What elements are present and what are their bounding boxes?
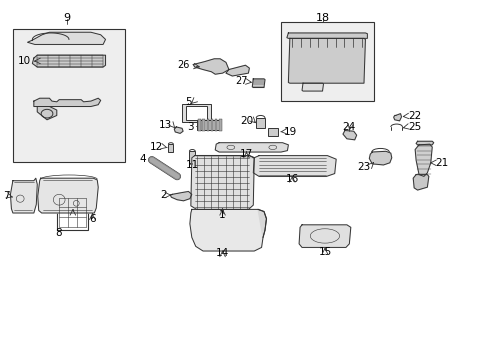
Text: 27: 27 [234, 76, 247, 86]
Polygon shape [170, 192, 191, 201]
Polygon shape [196, 156, 254, 158]
Polygon shape [253, 156, 335, 176]
Polygon shape [258, 210, 266, 237]
Polygon shape [302, 83, 323, 91]
Polygon shape [32, 55, 105, 67]
Polygon shape [27, 32, 105, 44]
Bar [215, 119, 217, 131]
Polygon shape [34, 98, 101, 107]
Polygon shape [37, 107, 57, 120]
Text: 12: 12 [150, 141, 163, 152]
Polygon shape [415, 141, 433, 145]
Bar [168, 144, 173, 152]
Polygon shape [342, 131, 356, 140]
Text: 25: 25 [407, 122, 420, 132]
Text: 4: 4 [139, 154, 146, 164]
Bar [182, 104, 211, 122]
Polygon shape [412, 175, 428, 190]
Text: 1: 1 [219, 210, 225, 220]
Polygon shape [38, 178, 98, 213]
Text: 6: 6 [89, 215, 96, 224]
Polygon shape [299, 225, 350, 247]
Bar [202, 119, 204, 131]
Text: 15: 15 [318, 247, 331, 257]
Text: 26: 26 [177, 60, 189, 70]
Bar [219, 119, 221, 131]
Polygon shape [190, 156, 254, 210]
Bar [281, 22, 373, 101]
Text: 9: 9 [63, 13, 70, 23]
Polygon shape [189, 210, 266, 251]
Polygon shape [10, 178, 37, 213]
Bar [57, 194, 88, 230]
Polygon shape [174, 127, 183, 134]
Bar [189, 151, 195, 163]
Text: 20: 20 [240, 116, 253, 126]
Text: 22: 22 [407, 111, 420, 121]
Text: 10: 10 [18, 56, 31, 66]
Bar [185, 106, 207, 120]
Text: 14: 14 [216, 248, 229, 258]
Bar [198, 119, 200, 131]
Bar [256, 118, 264, 128]
Bar [13, 30, 125, 162]
Bar [267, 129, 277, 135]
Text: 23: 23 [356, 162, 369, 172]
Text: 11: 11 [185, 160, 199, 170]
Polygon shape [414, 144, 431, 176]
Text: 13: 13 [159, 121, 172, 130]
Text: 3: 3 [187, 122, 194, 132]
Polygon shape [393, 114, 401, 121]
Polygon shape [368, 151, 391, 165]
Text: 24: 24 [342, 122, 355, 132]
Polygon shape [286, 33, 366, 39]
Text: 19: 19 [283, 127, 296, 137]
Polygon shape [288, 39, 365, 83]
Polygon shape [193, 59, 228, 74]
Text: 18: 18 [315, 13, 329, 23]
Polygon shape [215, 143, 288, 152]
Polygon shape [225, 65, 249, 76]
Text: 17: 17 [239, 149, 253, 159]
Text: 21: 21 [435, 158, 448, 168]
Text: 16: 16 [285, 174, 298, 184]
Bar [206, 119, 208, 131]
Bar [196, 120, 221, 130]
Text: 7: 7 [3, 191, 9, 201]
Bar [210, 119, 213, 131]
Text: 2: 2 [160, 190, 166, 200]
Text: 8: 8 [55, 228, 61, 238]
Text: 5: 5 [185, 97, 191, 107]
Polygon shape [252, 79, 264, 87]
